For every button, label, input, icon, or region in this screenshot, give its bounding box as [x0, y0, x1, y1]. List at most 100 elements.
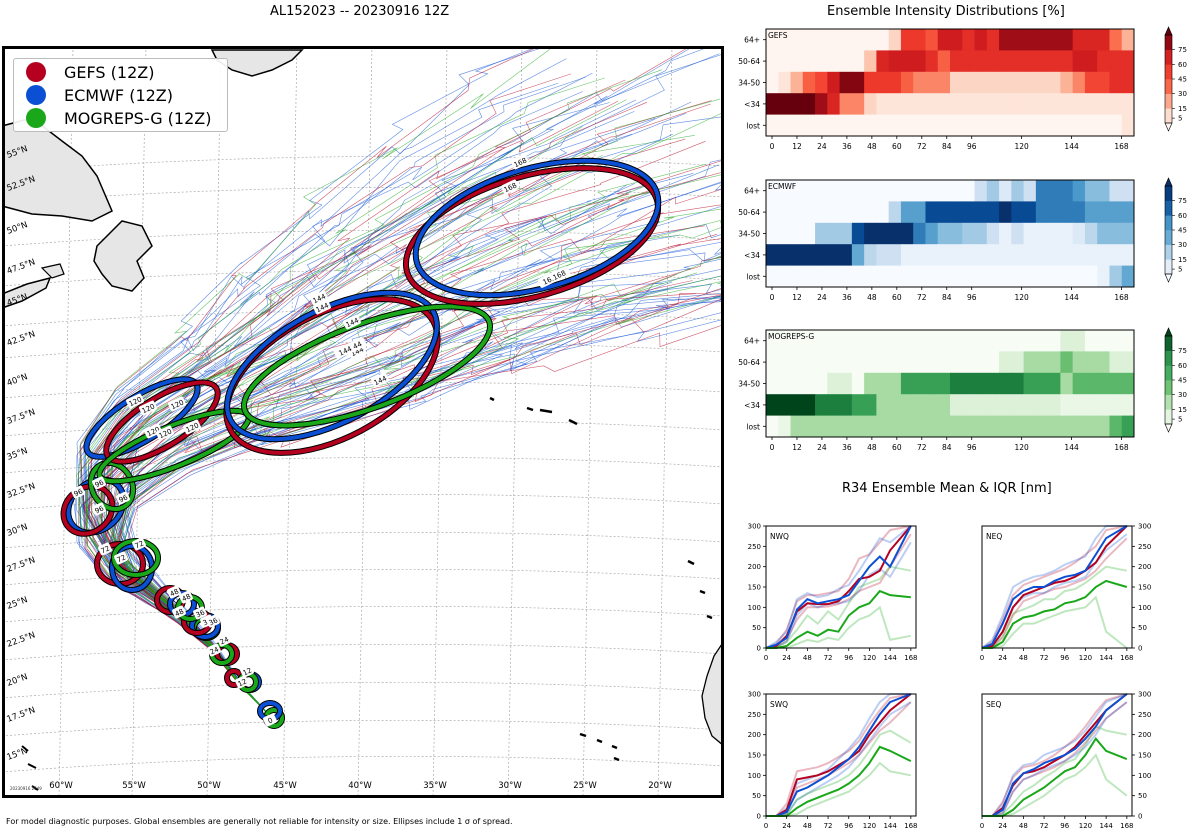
heatmap-cell — [815, 372, 828, 395]
heatmap-cell — [815, 114, 828, 137]
heatmap-cell — [1048, 50, 1061, 73]
heatmap-cell — [1023, 265, 1037, 288]
x-tick-label: 0 — [770, 142, 775, 151]
intensity-title: Ensemble Intensity Distributions [%] — [827, 4, 1065, 19]
heatmap-cell — [1060, 180, 1074, 202]
heatmap-cell — [876, 351, 890, 374]
heatmap-cell — [974, 244, 988, 266]
colorbar-tick-label: 60 — [1178, 61, 1187, 69]
y-tick-label: 34-50 — [738, 79, 760, 88]
x-tick-label: 12 — [792, 293, 802, 302]
labrador-coast — [5, 117, 113, 222]
colorbar-segment — [1165, 108, 1172, 124]
ellipse-hour-label-text: 24 — [219, 635, 231, 646]
ellipse-hour-label-bg — [92, 502, 106, 516]
heatmap-cell — [827, 29, 840, 51]
heatmap-cell — [778, 415, 791, 438]
x-tick-label: 168 — [1120, 654, 1133, 662]
heatmap-cell — [790, 114, 804, 137]
heatmap-cell — [1060, 415, 1074, 438]
heatmap-cell — [1121, 415, 1135, 438]
heatmap-cell — [950, 93, 963, 115]
heatmap-cell — [1060, 244, 1074, 266]
heatmap-cell — [1109, 351, 1123, 374]
heatmap-cell — [1109, 265, 1123, 288]
heatmap-cell — [950, 394, 963, 416]
x-tick-label: 48 — [803, 822, 812, 830]
heatmap-cell — [900, 415, 914, 438]
heatmap-cell — [851, 330, 865, 352]
heatmap-cell — [986, 244, 1000, 266]
colorbar-segment — [1165, 186, 1172, 201]
iqr-lower-line — [766, 701, 912, 817]
heatmap-cell — [827, 222, 840, 245]
heatmap-cell — [864, 244, 877, 266]
x-tick-label: 72 — [917, 142, 927, 151]
heatmap-cell — [827, 330, 840, 352]
heatmap-cell — [851, 71, 865, 94]
ellipse-hour-label-bg — [333, 337, 367, 359]
heatmap-cell — [1109, 244, 1123, 266]
ellipse-hour-label: 36 — [206, 614, 220, 627]
heatmap-cell — [802, 372, 816, 395]
africa-coast — [701, 644, 721, 745]
heatmap-cell — [913, 415, 926, 438]
ellipse-hour-label-text: 12 — [237, 677, 248, 688]
map-stamp: 20230916 2649 — [10, 786, 42, 791]
latitude-gridline — [5, 755, 721, 773]
x-tick-label: 144 — [1064, 142, 1079, 151]
heatmap-cell — [1072, 415, 1086, 438]
heatmap-cell — [962, 201, 975, 224]
heatmap-cell — [802, 71, 816, 94]
heatmap-cell — [950, 201, 963, 224]
ellipse-hour-label-bg — [343, 314, 361, 330]
y-tick-label: 150 — [1138, 584, 1151, 592]
colorbar-segment — [1165, 35, 1172, 50]
x-tick-label: 24 — [782, 822, 791, 830]
y-tick-label: <34 — [744, 100, 760, 109]
y-tick-label: 200 — [748, 563, 761, 571]
heatmap-cell — [851, 265, 865, 288]
heatmap-cell — [925, 415, 939, 438]
heatmap-cell — [876, 222, 890, 245]
heatmap-cell — [962, 222, 975, 245]
y-tick-label: 34-50 — [738, 380, 760, 389]
iqr-lower-line — [982, 595, 1128, 649]
heatmap-cell — [766, 180, 779, 202]
heatmap-cell — [815, 50, 828, 73]
heatmap-cell — [962, 29, 975, 51]
heatmap-cell — [1072, 330, 1086, 352]
colorbar-top-arrow — [1164, 327, 1173, 337]
iqr-lower-line — [982, 701, 1128, 817]
heatmap-cell — [937, 222, 951, 245]
longitude-labels: 60°W 55°W 50°W 45°W 40°W 35°W 30°W 25°W 20°W — [49, 781, 672, 791]
heatmap-cell — [888, 180, 902, 202]
heatmap-cell — [1035, 351, 1049, 374]
colorbar-tick-label: 5 — [1178, 266, 1182, 274]
y-tick-label: 50-64 — [738, 358, 760, 367]
r34-quadrant-name: SWQ — [770, 700, 788, 709]
heatmap-cell — [876, 29, 890, 51]
latitude-gridline — [5, 531, 721, 549]
ecmwf-mean-line — [765, 525, 912, 649]
heatmap-cell — [1035, 372, 1049, 395]
heatmap-cell — [986, 201, 1000, 224]
heatmap-cell — [986, 29, 1000, 51]
latitude-gridline — [5, 719, 721, 737]
heatmap-cell — [1011, 394, 1024, 416]
heatmap-cell — [839, 265, 853, 288]
ellipse-hour-label-bg — [310, 290, 328, 306]
heatmap-cell — [766, 222, 779, 245]
map-legend: GEFS (12Z) ECMWF (12Z) MOGREPS-G (12Z) — [13, 58, 228, 132]
heatmap-cell — [1072, 93, 1086, 115]
heatmap-cell — [962, 265, 975, 288]
y-tick-label: 50-64 — [738, 208, 760, 217]
heatmap-cell — [1023, 244, 1037, 266]
y-tick-label: 200 — [748, 731, 761, 739]
heatmap-cell — [974, 222, 988, 245]
x-tick-label: 36 — [842, 443, 852, 452]
heatmap-cell — [913, 50, 926, 73]
colorbar-top-arrow — [1164, 26, 1173, 36]
iqr-upper-line — [981, 525, 1127, 649]
colorbar-bottom-arrow — [1164, 273, 1173, 283]
